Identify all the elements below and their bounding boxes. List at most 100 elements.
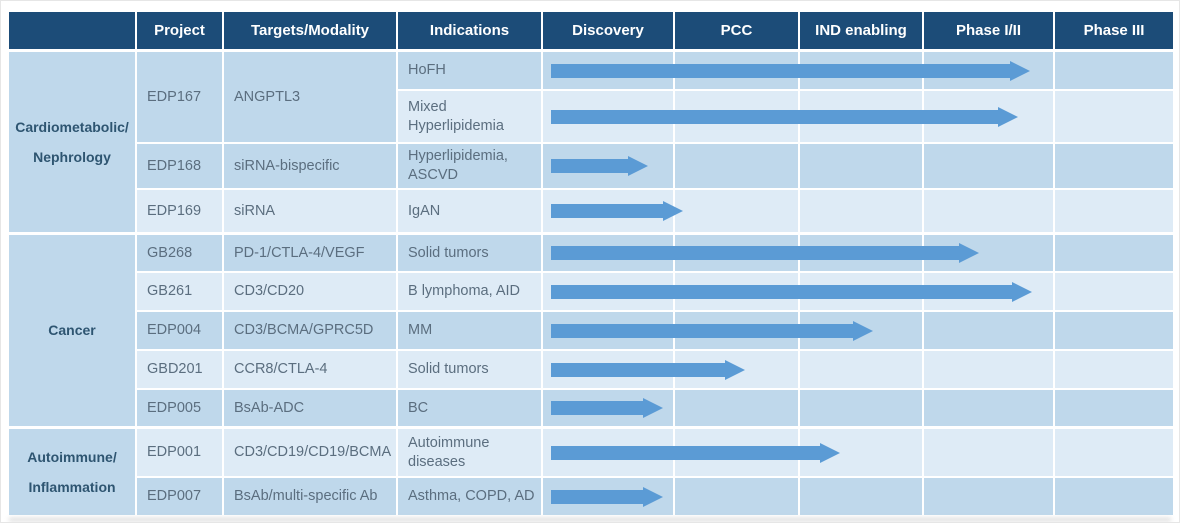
project-cell: EDP004 [135,310,222,349]
stage-cell-phase-iii [1053,142,1173,188]
project-cell: GBD201 [135,349,222,388]
stage-cell-phase-iii [1053,232,1173,271]
arrow-shaft [551,445,821,460]
stage-cell-pcc [673,476,798,515]
header-row: Project Targets/Modality Indications Discov… [9,12,1173,49]
stage-cell-phase-iii [1053,310,1173,349]
indication-cell: BC [396,388,541,426]
project-cell: GB261 [135,271,222,310]
pipeline-progress-arrow [551,486,663,507]
column-header-category [9,12,135,49]
pipeline-progress-arrow [551,320,873,341]
category-cell: Autoimmune/Inflammation [9,426,135,515]
stage-cell-discovery [541,89,1018,142]
indication-cell: IgAN [396,188,541,232]
stage-cell-phase-iii [1053,271,1173,310]
stage-cell-discovery [541,188,684,232]
pipeline-progress-arrow [551,398,663,418]
arrow-shaft [551,63,1010,78]
pipeline-row: EDP005 BsAb-ADC BC [9,388,1173,426]
stage-cell-phase-i-ii [922,188,1053,232]
stage-cell-discovery [541,476,673,515]
category-group: Autoimmune/Inflammation EDP001 CD3/CD19/CD… [9,426,1173,515]
arrow-head-icon [663,201,684,221]
stage-cell-phase-iii [1053,49,1173,89]
stage-cell-ind-enabling [798,388,922,426]
arrow-shaft [551,323,853,338]
pipeline-row: GB261 CD3/CD20 B lymphoma, AID [9,271,1173,310]
pipeline-progress-arrow [551,359,745,380]
pipeline-progress-arrow [551,281,1033,302]
stage-cell-discovery [541,49,1030,89]
pipeline-progress-arrow [551,60,1030,81]
pipeline-row: EDP168 siRNA-bispecific Hyperlipidemia, AS… [9,142,1173,188]
targets-modality-cell: BsAb/multi-specific Ab [222,476,396,515]
slide-bottom-shadow [9,518,1171,521]
arrow-head-icon [1012,281,1033,302]
pipeline-progress-arrow [551,106,1018,127]
pipeline-progress-arrow [551,156,649,176]
project-cell: EDP005 [135,388,222,426]
category-cell: Cancer [9,232,135,426]
arrow-head-icon [997,106,1018,127]
arrow-shaft [551,246,959,260]
project-cell: EDP169 [135,188,222,232]
stage-cell-pcc [673,142,798,188]
arrow-shaft [551,489,643,504]
category-group: Cancer GB268 PD-1/CTLA-4/VEGF Solid tumors G… [9,232,1173,426]
project-cell: EDP007 [135,476,222,515]
arrow-shaft [551,284,1013,299]
indication-cell: Solid tumors [396,349,541,388]
project-cell: EDP168 [135,142,222,188]
targets-modality-cell: siRNA-bispecific [222,142,396,188]
arrow-head-icon [820,442,841,463]
targets-modality-cell: CD3/CD19/CD19/BCMA [222,426,396,476]
indication-cell: Autoimmune diseases [396,426,541,476]
indication-cell: Asthma, COPD, AD [396,476,541,515]
column-header-phase-i-ii: Phase I/II [922,12,1053,49]
pipeline-progress-arrow [551,243,979,263]
stage-cell-phase-i-ii [922,310,1053,349]
stage-cell-discovery [541,142,673,188]
pipeline-row: Cancer GB268 PD-1/CTLA-4/VEGF Solid tumors [9,232,1173,426]
stage-cell-phase-iii [1053,89,1173,142]
project-cell: GB268 [135,232,222,271]
pipeline-row: EDP004 CD3/BCMA/GPRC5D MM [9,310,1173,349]
column-header-pcc: PCC [673,12,798,49]
targets-modality-cell: CD3/BCMA/GPRC5D [222,310,396,349]
arrow-shaft [551,159,629,173]
pipeline-progress-arrow [551,201,684,221]
stage-cell-ind-enabling [798,188,922,232]
targets-modality-cell: CD3/CD20 [222,271,396,310]
arrow-shaft [551,362,725,377]
column-header-discovery: Discovery [541,12,673,49]
indication-cell: HoFH [396,49,541,89]
pipeline-row: GBD201 CCR8/CTLA-4 Solid tumors [9,349,1173,388]
arrow-shaft [551,204,664,218]
stage-cell-phase-iii [1053,476,1173,515]
indication-cell: B lymphoma, AID [396,271,541,310]
column-header-phase-iii: Phase III [1053,12,1173,49]
stage-cell-phase-i-ii [922,426,1053,476]
targets-modality-cell: PD-1/CTLA-4/VEGF [222,232,396,271]
stage-cell-pcc [673,188,798,232]
pipeline-progress-arrow [551,442,841,463]
category-label-line: Autoimmune/ [27,448,117,465]
stage-cell-phase-iii [1053,188,1173,232]
stage-cell-discovery [541,271,1033,310]
pipeline-row: EDP169 siRNA IgAN [9,188,1173,232]
stage-cell-phase-i-ii [922,349,1053,388]
indication-cell: MM [396,310,541,349]
arrow-head-icon [958,243,979,263]
stage-cell-discovery [541,232,979,271]
targets-modality-cell: ANGPTL3 [222,49,396,142]
arrow-head-icon [642,486,663,507]
stage-cell-phase-iii [1053,426,1173,476]
arrow-shaft [551,109,998,124]
stage-cell-pcc [673,388,798,426]
pipeline-row: Cardiometabolic/Nephrology EDP167 ANGPTL3 H… [9,49,1173,232]
arrow-head-icon [852,320,873,341]
stage-cell-discovery [541,310,873,349]
arrow-head-icon [628,156,649,176]
project-cell: EDP001 [135,426,222,476]
